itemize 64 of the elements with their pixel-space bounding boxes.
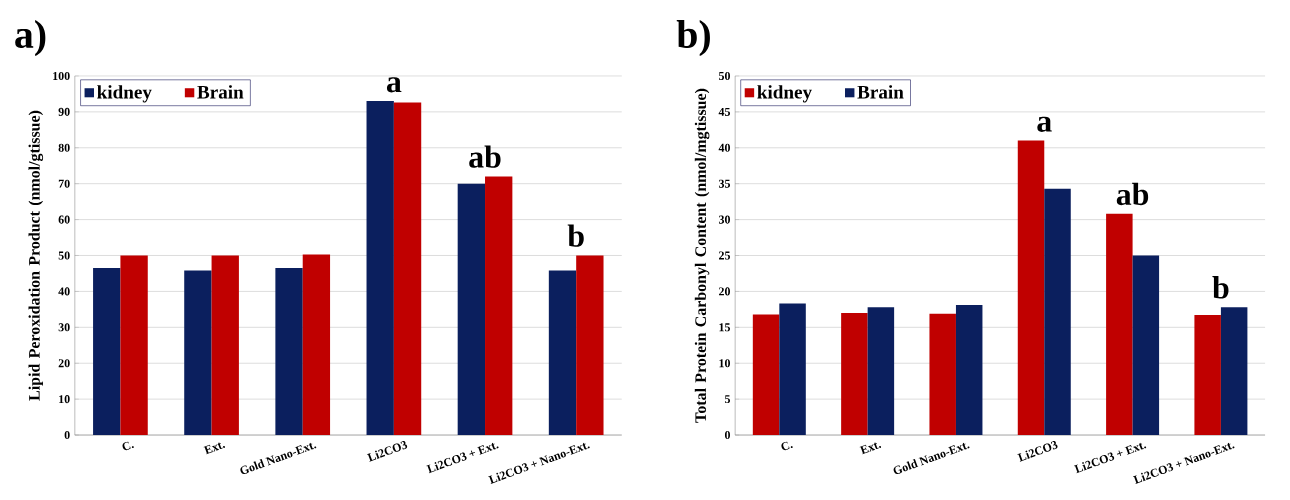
y-tick-label: 50	[718, 71, 731, 80]
x-tick-label: Ext.	[203, 442, 225, 455]
legend-label: Brain	[197, 85, 244, 99]
bar	[457, 183, 486, 436]
bar	[1132, 255, 1160, 436]
bar	[366, 101, 394, 436]
y-tick-label: 30	[58, 323, 70, 332]
bar	[302, 254, 331, 436]
x-tick-label: C.	[122, 441, 134, 451]
y-tick-label: 80	[58, 143, 70, 152]
annotation: b	[567, 224, 584, 247]
y-tick-label: 40	[718, 143, 731, 152]
bar	[929, 313, 956, 436]
chart-title: a)	[15, 19, 46, 57]
bar	[576, 255, 604, 436]
legend-label: kidney	[757, 85, 812, 103]
annotation: b	[1212, 276, 1229, 299]
legend-label: kidney	[97, 85, 152, 103]
y-tick-label: 90	[58, 107, 70, 116]
y-tick-label: 100	[53, 71, 70, 80]
x-tick-label: C.	[781, 441, 793, 451]
y-tick-label: 0	[64, 430, 70, 440]
bar	[275, 268, 303, 436]
annotation: a	[386, 77, 402, 93]
annotation: ab	[469, 145, 501, 168]
y-tick-label: 60	[58, 215, 70, 224]
bar	[867, 307, 895, 436]
bar	[548, 270, 577, 436]
bar	[184, 270, 212, 436]
annotation: ab	[1116, 182, 1149, 206]
bar	[955, 305, 983, 436]
bar	[1106, 213, 1133, 436]
y-tick-label: 0	[724, 430, 731, 440]
bar	[841, 312, 868, 436]
y-axis-title: Lipid Peroxidation Product (nmol/gtissue)	[28, 110, 44, 401]
annotation: a	[1037, 116, 1052, 132]
y-tick-label: 20	[719, 287, 731, 296]
y-tick-label: 50	[58, 251, 70, 260]
y-tick-label: 20	[58, 359, 70, 368]
bar	[1220, 307, 1248, 436]
x-tick-label: Ext.	[859, 442, 882, 455]
bar	[1017, 140, 1045, 436]
y-tick-label: 10	[59, 395, 70, 404]
legend-label: Brain	[857, 85, 904, 99]
y-tick-label: 25	[719, 251, 731, 260]
y-tick-label: 5	[724, 395, 731, 404]
chart-title: b)	[676, 19, 710, 57]
y-tick-label: 45	[718, 107, 731, 116]
y-tick-label: 35	[718, 179, 731, 188]
bar	[1194, 315, 1221, 436]
bar	[93, 268, 121, 436]
y-tick-label: 10	[719, 359, 731, 368]
bar	[752, 314, 780, 436]
y-tick-label: 70	[58, 179, 70, 188]
y-tick-label: 40	[58, 287, 70, 296]
bar	[120, 255, 148, 436]
y-axis-title: Total Protein Carbonyl Content (nmol/mgtissue)	[694, 88, 710, 423]
y-tick-label: 30	[718, 215, 731, 224]
bar	[779, 303, 806, 436]
bar	[211, 255, 239, 436]
bar	[393, 102, 422, 436]
y-tick-label: 15	[719, 323, 731, 332]
bar	[485, 176, 513, 436]
bar	[1044, 188, 1071, 436]
